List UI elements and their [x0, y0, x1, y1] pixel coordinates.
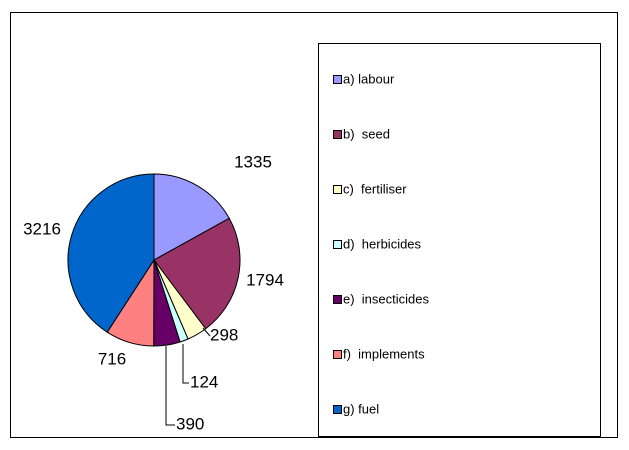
legend-label: e) insecticides	[343, 291, 429, 306]
legend: a) labour b) seed c) fertiliser d) herbicid…	[333, 71, 429, 416]
data-label: 3216	[23, 219, 61, 238]
legend-label: d) herbicides	[343, 236, 422, 251]
legend-label: a) labour	[343, 71, 395, 86]
legend-swatch	[333, 185, 342, 194]
leader-line	[202, 327, 211, 337]
data-label: 716	[98, 349, 126, 368]
pie-slice	[67, 173, 155, 333]
legend-label: c) fertiliser	[343, 181, 407, 196]
legend-label: f) implements	[343, 346, 425, 361]
data-label: 390	[176, 414, 204, 433]
leader-line	[182, 344, 189, 384]
data-labels: 1335 1794 298 124 390 716 3216	[23, 152, 284, 433]
pie-slice	[153, 217, 241, 330]
pie	[67, 173, 241, 347]
leader-line	[165, 346, 175, 426]
legend-box	[318, 43, 601, 437]
legend-swatch	[333, 350, 342, 359]
legend-label: b) seed	[343, 126, 390, 141]
legend-swatch	[333, 75, 342, 84]
legend-swatch	[333, 130, 342, 139]
legend-swatch	[333, 295, 342, 304]
legend-swatch	[333, 240, 342, 249]
legend-swatch	[333, 405, 342, 414]
pie-slice	[153, 173, 230, 261]
data-label: 124	[190, 372, 218, 391]
data-label: 1335	[234, 152, 272, 171]
legend-label: g) fuel	[343, 401, 379, 416]
data-label: 1794	[246, 270, 284, 289]
data-label: 298	[210, 325, 238, 344]
